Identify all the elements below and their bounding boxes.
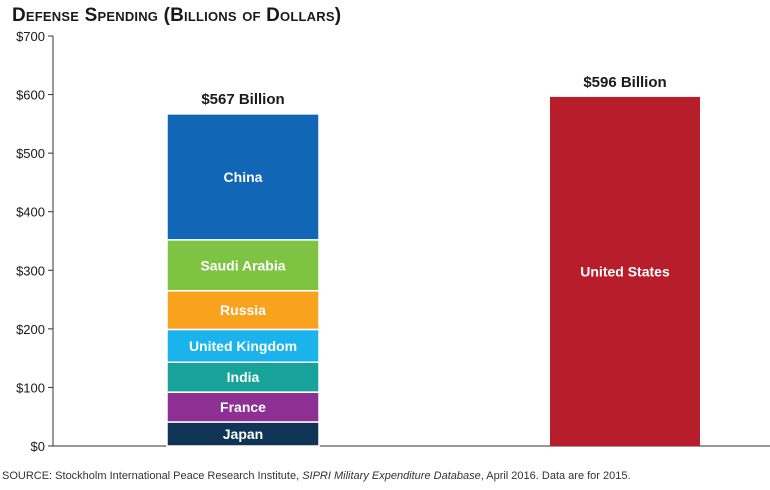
segment-label-united-kingdom: United Kingdom: [189, 338, 297, 354]
bar-segment-russia: [166, 290, 320, 331]
chart-title-text: Defense Spending (Billions of Dollars): [12, 5, 342, 26]
bar-other-countries-combined: Japan France India United Kingdom Russia Saud…: [166, 91, 320, 447]
y-tick-label: $0: [31, 439, 45, 454]
bar-segment-united-states: [550, 96, 700, 447]
source-suffix: , April 2016. Data are for 2015.: [480, 470, 631, 482]
segment-label-china: China: [224, 169, 263, 185]
y-tick-label: $600: [16, 88, 45, 103]
segment-label-russia: Russia: [220, 302, 266, 318]
source-database: SIPRI Military Expenditure Database: [302, 470, 481, 482]
axis-layer: $0 $100 $200 $300 $400 $500 $600 $700: [16, 29, 770, 454]
bar-united-states: United States $596 Billion: [550, 74, 700, 447]
segment-label-india: India: [227, 369, 260, 385]
bar-layer: Japan France India United Kingdom Russia Saud…: [166, 74, 700, 447]
bar-total-label: $567 Billion: [201, 91, 284, 108]
y-tick-label: $300: [16, 263, 45, 278]
y-tick-label: $200: [16, 322, 45, 337]
segment-label-saudi-arabia: Saudi Arabia: [200, 257, 285, 273]
y-tick-label: $100: [16, 380, 45, 395]
segment-label-united-states: United States: [580, 263, 670, 279]
bar-segment-india: [166, 361, 320, 393]
segment-label-japan: Japan: [223, 426, 263, 442]
chart-title: Defense Spending (Billions of Dollars): [12, 5, 341, 27]
defense-spending-chart: $0 $100 $200 $300 $400 $500 $600 $700 Japan Fran…: [16, 29, 770, 454]
y-tick-label: $500: [16, 146, 45, 161]
source-note: SOURCE: Stockholm International Peace Re…: [2, 470, 631, 482]
bar-segment-china: [166, 113, 320, 241]
bar-segment-france: [166, 391, 320, 423]
bar-total-label: $596 Billion: [583, 74, 666, 91]
y-tick-label: $700: [16, 29, 45, 44]
segment-label-france: France: [220, 399, 266, 415]
bar-segment-united-kingdom: [166, 328, 320, 363]
y-tick-label: $400: [16, 205, 45, 220]
source-prefix: SOURCE: Stockholm International Peace Re…: [2, 470, 303, 482]
